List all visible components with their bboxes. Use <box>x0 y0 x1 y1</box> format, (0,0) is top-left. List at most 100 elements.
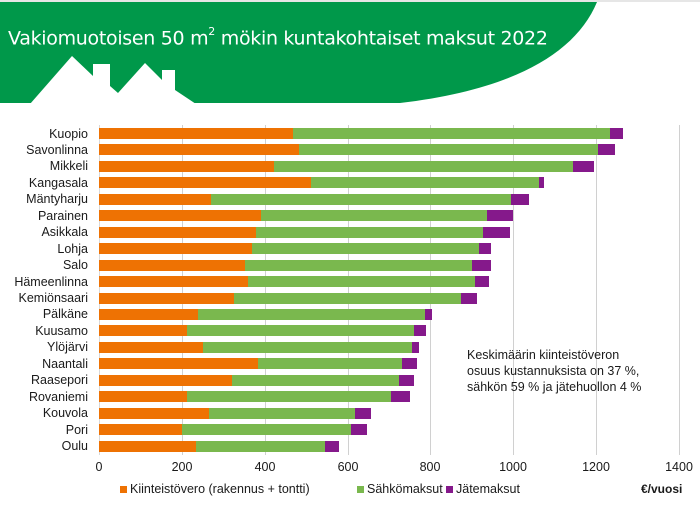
x-tick-label: 1000 <box>499 460 527 474</box>
category-label: Lohja <box>57 241 88 256</box>
bar-segment-orange <box>99 210 262 222</box>
bar-segment-green <box>256 226 484 238</box>
bar-row <box>99 341 679 353</box>
annotation-line-2: osuus kustannuksista on 37 %, <box>467 364 640 378</box>
bar-segment-orange <box>99 276 249 288</box>
bar-segment-green <box>198 308 426 320</box>
bar-segment-green <box>195 440 326 452</box>
category-label: Ylöjärvi <box>47 340 88 355</box>
bar-row <box>99 259 679 271</box>
bar-row <box>99 407 679 419</box>
bar-segment-purple <box>471 259 491 271</box>
bar-segment-purple <box>461 292 477 304</box>
bar-segment-orange <box>99 440 196 452</box>
bar-segment-purple <box>391 391 411 403</box>
bar-segment-orange <box>99 407 210 419</box>
x-tick-label: 200 <box>171 460 193 474</box>
bar-segment-purple <box>475 276 489 288</box>
bar-segment-orange <box>99 160 274 172</box>
bar-row <box>99 292 679 304</box>
bar-segment-green <box>209 407 356 419</box>
bar-segment-orange <box>99 193 211 205</box>
bar-segment-green <box>261 210 488 222</box>
bar-segment-purple <box>350 424 368 436</box>
bar-row <box>99 358 679 370</box>
category-label: Pori <box>65 422 88 437</box>
x-tick-label: 1400 <box>665 460 693 474</box>
x-tick-label: 800 <box>419 460 441 474</box>
bar-row <box>99 177 679 189</box>
x-axis-unit-label: €/vuosi <box>641 482 683 496</box>
category-label: Parainen <box>37 208 88 223</box>
category-label: Asikkala <box>41 225 88 240</box>
y-axis-line <box>99 125 100 455</box>
bar-segment-purple <box>538 177 544 189</box>
bar-segment-orange <box>99 325 187 337</box>
bar-segment-purple <box>487 210 513 222</box>
bar-segment-purple <box>413 325 426 337</box>
x-tick-label: 400 <box>254 460 276 474</box>
bar-segment-green <box>234 292 462 304</box>
bar-row <box>99 128 679 139</box>
gridline <box>430 125 431 455</box>
frame-top-border <box>0 0 700 2</box>
bar-row <box>99 374 679 386</box>
bar-segment-orange <box>99 391 187 403</box>
gridline <box>265 125 266 455</box>
bar-segment-purple <box>610 128 624 139</box>
category-label: Kuusamo <box>35 323 88 338</box>
bar-segment-green <box>292 128 611 139</box>
bar-segment-green <box>186 325 414 337</box>
category-label: Mäntyharju <box>26 192 88 207</box>
category-label: Naantali <box>42 356 88 371</box>
bar-row <box>99 440 679 452</box>
bar-segment-orange <box>99 177 312 189</box>
bar-row <box>99 391 679 403</box>
legend-label: Sähkömaksut <box>367 482 443 496</box>
bar-segment-orange <box>99 144 300 156</box>
category-label: Savonlinna <box>26 142 88 157</box>
bar-segment-orange <box>99 358 259 370</box>
category-label: Kemiönsaari <box>18 291 88 305</box>
bar-row <box>99 325 679 337</box>
bar-segment-green <box>245 259 472 271</box>
bar-row <box>99 276 679 288</box>
bar-segment-green <box>258 358 402 370</box>
bar-segment-purple <box>510 193 530 205</box>
bar-row <box>99 210 679 222</box>
bar-row <box>99 160 679 172</box>
bar-segment-green <box>311 177 539 189</box>
legend: Kiinteistövero (rakennus + tontti) Sähkö… <box>0 482 700 498</box>
gridline <box>182 125 183 455</box>
category-label: Kangasala <box>28 175 88 190</box>
bar-segment-orange <box>99 226 256 238</box>
category-label: Oulu <box>61 439 88 454</box>
x-tick-label: 600 <box>337 460 359 474</box>
x-tick-label: 0 <box>95 460 103 474</box>
bar-segment-orange <box>99 128 293 139</box>
bar-segment-purple <box>478 243 491 255</box>
x-tick-label: 1200 <box>582 460 610 474</box>
bar-segment-green <box>299 144 599 156</box>
annotation-line-3: sähkön 59 % ja jätehuollon 4 % <box>467 380 642 394</box>
legend-item-jatemaksut: Jätemaksut <box>446 482 520 496</box>
category-label: Rovaniemi <box>28 389 88 404</box>
gridline <box>513 125 514 455</box>
bar-segment-purple <box>355 407 372 419</box>
bar-segment-orange <box>99 374 232 386</box>
category-label: Mikkeli <box>49 159 88 174</box>
bar-row <box>99 144 679 156</box>
bar-segment-orange <box>99 341 203 353</box>
bar-segment-purple <box>483 226 510 238</box>
bar-row <box>99 226 679 238</box>
bar-segment-orange <box>99 308 198 320</box>
legend-item-sahkomaksut: Sähkömaksut <box>357 482 443 496</box>
orange-swatch-icon <box>120 485 127 493</box>
house-silhouette-icon <box>30 56 196 104</box>
bar-segment-purple <box>572 160 595 172</box>
category-label: Kouvola <box>42 406 88 421</box>
bar-segment-green <box>210 193 511 205</box>
bar-segment-green <box>248 276 476 288</box>
bar-segment-purple <box>325 440 339 452</box>
bar-segment-green <box>202 341 413 353</box>
